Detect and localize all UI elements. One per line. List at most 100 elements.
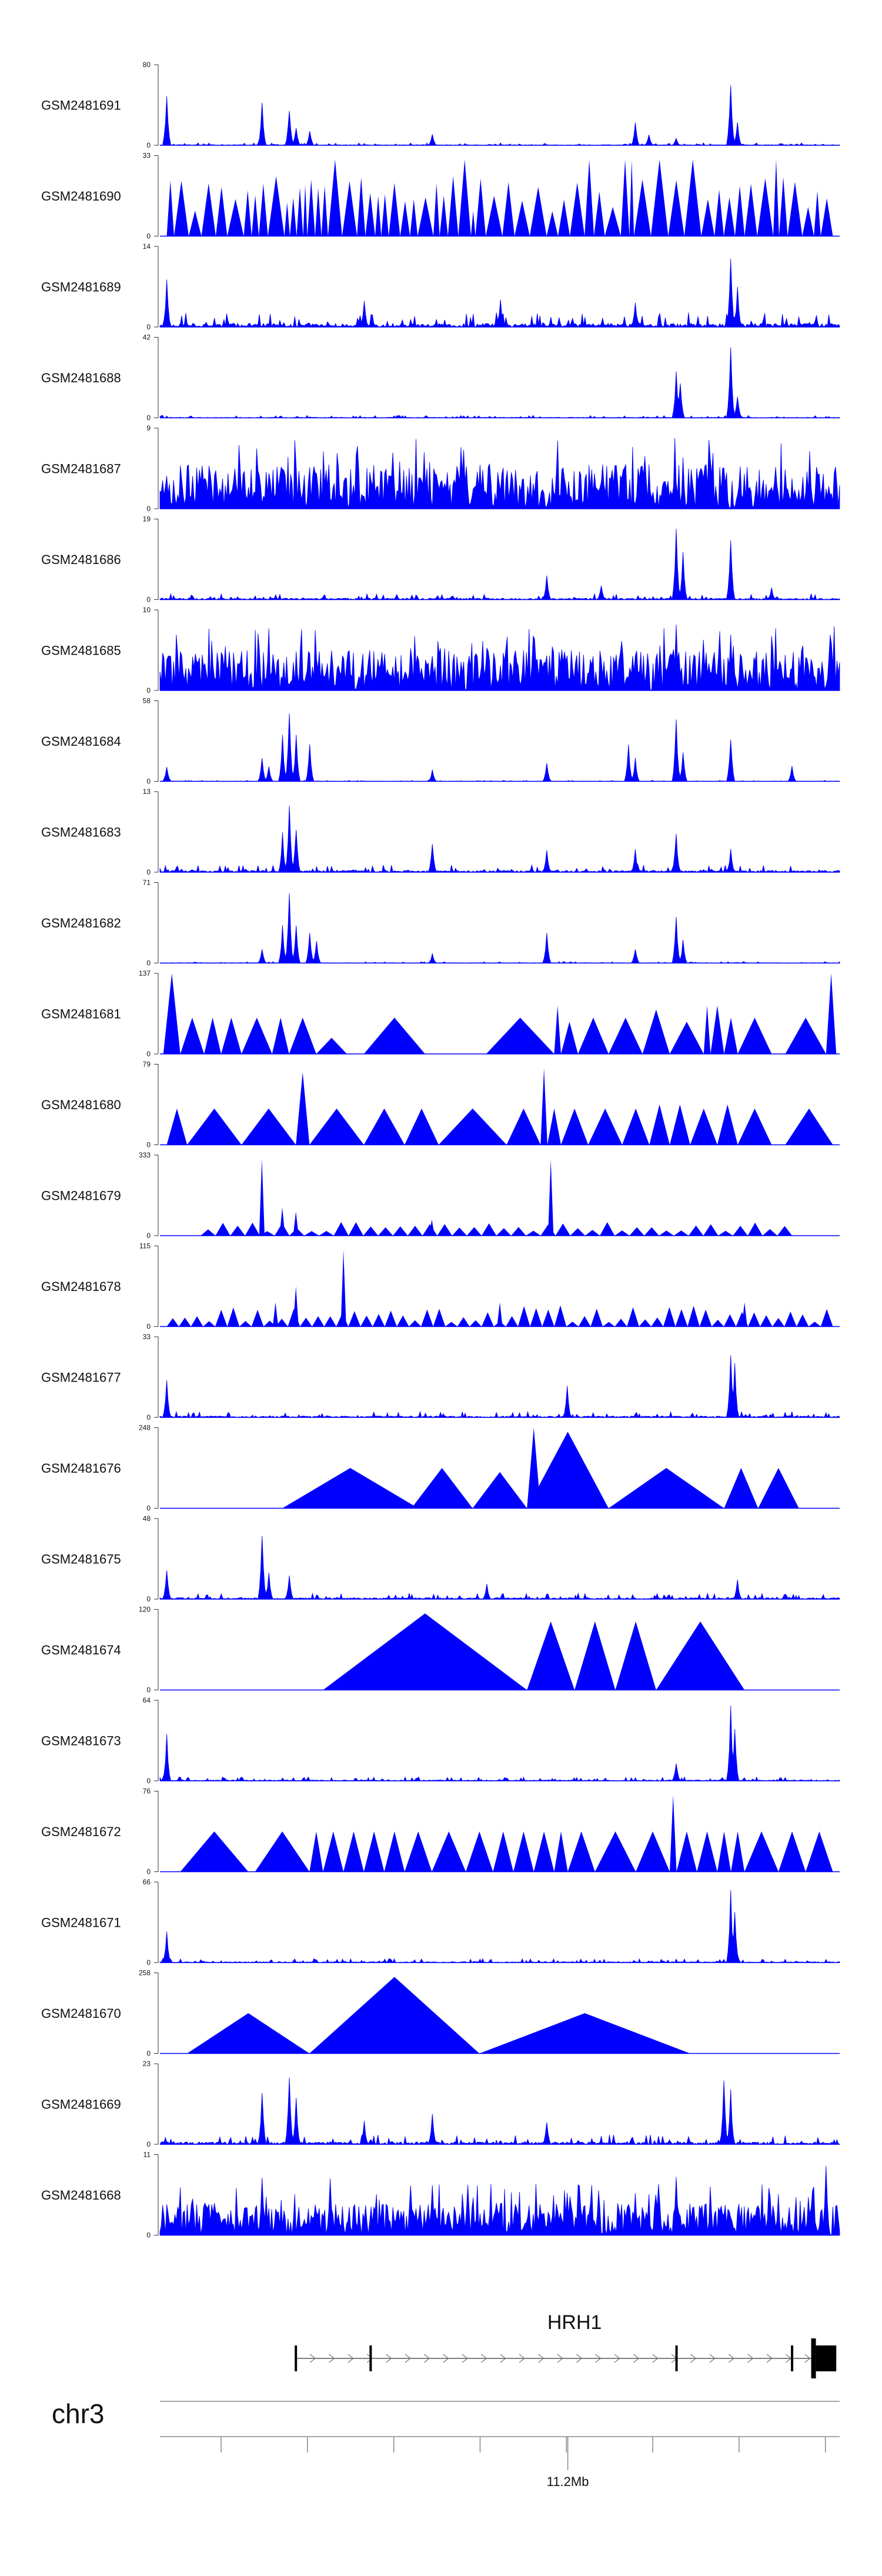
signal-triangle — [622, 1108, 650, 1145]
track-label: GSM2481685 — [41, 643, 121, 658]
signal-triangle — [530, 1308, 543, 1327]
signal-triangle — [787, 182, 803, 236]
signal-triangle — [396, 1315, 409, 1327]
signal-triangle — [457, 1317, 470, 1327]
signal-triangle — [542, 1309, 554, 1327]
signal-triangle — [554, 1005, 562, 1054]
signal-triangle — [567, 1831, 595, 1872]
signal-triangle — [529, 186, 547, 236]
signal-triangle — [259, 183, 268, 236]
signal-triangle — [820, 198, 833, 236]
signal-triangle — [554, 1305, 567, 1327]
signal-triangle — [433, 183, 440, 236]
signal-triangle — [296, 1072, 310, 1145]
signal-triangle — [409, 1320, 422, 1327]
y-zero-label: 0 — [146, 686, 151, 695]
signal-triangle — [717, 1831, 731, 1872]
signal-triangle — [411, 1468, 473, 1509]
track-GSM2481671: GSM2481671 66 0 — [41, 1878, 840, 1967]
signal-peak — [548, 1159, 554, 1236]
signal-area — [159, 2165, 840, 2235]
signal-triangle — [642, 1009, 670, 1054]
strand-arrow — [557, 2354, 563, 2363]
track-GSM2481679: GSM2481679 333 0 — [41, 1151, 840, 1240]
signal-area — [159, 258, 840, 328]
signal-triangle — [527, 1621, 575, 1690]
signal-triangle — [466, 1831, 493, 1872]
signal-area — [159, 1706, 840, 1781]
track-GSM2481669: GSM2481669 23 0 — [41, 2060, 840, 2148]
track-label: GSM2481683 — [41, 825, 121, 840]
signal-triangle — [284, 202, 290, 236]
signal-triangle — [703, 1224, 719, 1236]
signal-triangle — [385, 1310, 397, 1327]
signal-triangle — [363, 1226, 379, 1236]
signal-triangle — [393, 1226, 408, 1236]
signal-triangle — [758, 1468, 799, 1509]
signal-triangle — [316, 1037, 347, 1054]
strand-arrow — [709, 2354, 716, 2363]
x-axis-tick-label: 11.2Mb — [547, 2474, 589, 2489]
signal-triangle — [187, 2013, 310, 2054]
signal-triangle — [724, 1314, 736, 1327]
signal-triangle — [482, 1223, 497, 1236]
signal-triangle — [365, 193, 376, 236]
track-GSM2481677: GSM2481677 33 0 — [41, 1333, 840, 1422]
signal-triangle — [514, 201, 530, 236]
signal-area — [159, 713, 840, 782]
signal-triangle — [690, 1108, 717, 1145]
track-label: GSM2481686 — [41, 552, 121, 567]
signal-triangle — [772, 1317, 785, 1327]
y-max-label: 10 — [143, 606, 151, 614]
signal-peak — [293, 1211, 299, 1236]
track-GSM2481674: GSM2481674 120 0 — [41, 1606, 840, 1694]
signal-triangle — [731, 1831, 745, 1872]
y-zero-label: 0 — [146, 1141, 151, 1149]
signal-area — [159, 2077, 840, 2145]
signal-triangle — [315, 188, 322, 236]
track-GSM2481685: GSM2481685 10 0 — [41, 606, 840, 695]
signal-triangle — [584, 159, 594, 236]
signal-triangle — [668, 180, 684, 236]
signal-triangle — [417, 197, 434, 236]
signal-triangle — [303, 184, 308, 236]
y-zero-label: 0 — [146, 505, 151, 513]
signal-triangle — [241, 1108, 296, 1145]
y-max-label: 33 — [143, 1333, 151, 1341]
signal-area — [159, 347, 840, 419]
y-zero-label: 0 — [146, 1595, 151, 1603]
signal-triangle — [400, 201, 410, 236]
signal-triangle — [614, 1230, 630, 1236]
strand-arrow — [804, 2354, 811, 2363]
y-max-label: 19 — [143, 515, 151, 523]
signal-triangle — [673, 1230, 689, 1236]
signal-triangle — [533, 1831, 554, 1872]
signal-triangle — [215, 186, 228, 236]
signal-triangle — [188, 211, 202, 236]
track-GSM2481675: GSM2481675 48 0 — [41, 1514, 840, 1603]
y-zero-label: 0 — [146, 1413, 151, 1422]
y-zero-label: 0 — [146, 1050, 151, 1058]
strand-arrow — [538, 2354, 544, 2363]
signal-triangle — [615, 1621, 656, 1690]
y-max-label: 64 — [143, 1696, 151, 1704]
y-max-label: 137 — [139, 969, 151, 977]
signal-triangle — [215, 1310, 228, 1327]
y-max-label: 333 — [139, 1151, 151, 1159]
signal-triangle — [357, 177, 366, 236]
signal-triangle — [659, 1230, 674, 1236]
signal-triangle — [445, 1322, 457, 1327]
signal-triangle — [566, 1322, 579, 1327]
signal-triangle — [452, 1227, 467, 1236]
track-label: GSM2481684 — [41, 734, 121, 749]
signal-triangle — [717, 1105, 738, 1145]
signal-triangle — [757, 178, 773, 236]
y-zero-label: 0 — [146, 141, 151, 149]
signal-triangle — [166, 180, 174, 236]
track-GSM2481690: GSM2481690 33 0 — [41, 152, 840, 241]
signal-triangle — [221, 1017, 242, 1054]
strand-arrow — [576, 2354, 583, 2363]
signal-triangle — [227, 1307, 240, 1327]
track-label: GSM2481679 — [41, 1189, 121, 1203]
track-GSM2481689: GSM2481689 14 0 — [41, 242, 840, 331]
